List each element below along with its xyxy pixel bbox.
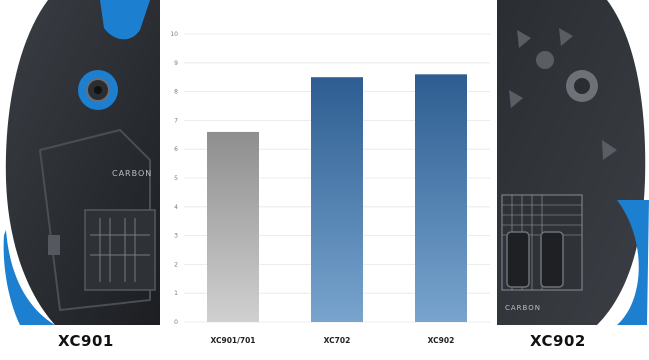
category-label: XC702	[324, 336, 351, 345]
y-tick-label: 8	[174, 89, 178, 96]
xc901-sole-drawing: CARBON	[3, 0, 160, 325]
sole-brand-text-right: CARBON	[505, 304, 541, 312]
y-tick-label: 5	[174, 175, 178, 182]
stiffness-bar-chart: 0 1 2 3 4 5 6 7 8 9 10 XC901/701 XC702 XC902	[170, 31, 490, 345]
y-tick-label: 6	[174, 146, 178, 153]
y-tick-label: 1	[174, 290, 178, 297]
xc902-sole-drawing: CARBON	[497, 0, 649, 325]
xc902-sole-image: CARBON	[497, 0, 649, 325]
xc901-label: XC901	[58, 332, 114, 350]
bar-xc902	[415, 74, 467, 322]
bar-xc901-701	[207, 131, 259, 322]
y-tick-label: 7	[174, 117, 178, 124]
bar-xc702	[311, 77, 363, 322]
chart-bars	[207, 74, 467, 322]
category-label: XC902	[428, 336, 455, 345]
xc902-label: XC902	[530, 332, 586, 350]
y-tick-label: 9	[174, 60, 178, 67]
y-tick-label: 4	[174, 204, 178, 211]
y-tick-label: 0	[174, 319, 178, 326]
y-axis-ticks: 0 1 2 3 4 5 6 7 8 9 10	[170, 31, 178, 326]
sole-brand-text: CARBON	[112, 169, 152, 178]
xc901-sole-image: CARBON	[0, 0, 160, 325]
y-tick-label: 3	[174, 233, 178, 240]
y-tick-label: 10	[170, 31, 178, 38]
y-tick-label: 2	[174, 261, 178, 268]
category-label: XC901/701	[210, 336, 255, 345]
x-axis-labels: XC901/701 XC702 XC902	[210, 336, 454, 345]
